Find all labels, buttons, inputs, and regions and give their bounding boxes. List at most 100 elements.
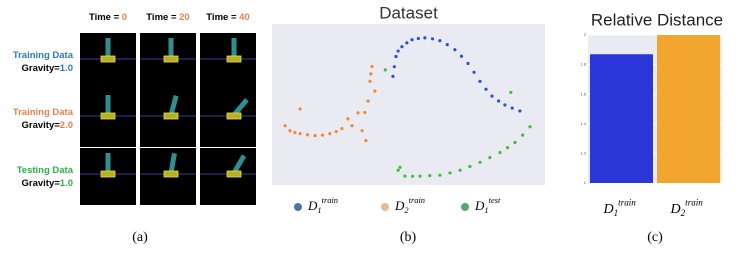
row-label: Testing Data: [17, 165, 74, 176]
point: [458, 168, 462, 172]
text-span: D: [603, 202, 614, 217]
text-span: Time =: [146, 12, 179, 23]
point: [459, 54, 464, 58]
chart-title: Dataset: [379, 3, 438, 22]
point: [298, 107, 302, 111]
math-label: D1train: [603, 198, 637, 219]
point: [396, 168, 400, 172]
pole: [168, 152, 177, 174]
pole: [105, 95, 111, 115]
text-span: 40: [239, 12, 250, 23]
y-tick-label: 1.2: [580, 150, 586, 155]
point: [373, 89, 377, 93]
bar: [590, 54, 653, 183]
point: [498, 150, 502, 155]
point: [445, 43, 449, 47]
row-label: Training Data: [13, 107, 74, 118]
point: [320, 133, 325, 137]
panel-caption: (b): [400, 230, 417, 245]
point: [503, 103, 507, 107]
text-span: train: [618, 198, 636, 208]
text-span: D: [307, 198, 318, 213]
point: [478, 160, 482, 164]
math-label: D2train: [670, 198, 704, 219]
column-header: Time = 20: [146, 12, 189, 23]
point: [334, 129, 338, 134]
cart: [226, 55, 242, 63]
point: [305, 133, 310, 137]
cart: [226, 170, 242, 178]
cart: [226, 112, 242, 120]
point: [423, 36, 427, 40]
point: [391, 74, 395, 78]
y-tick-label: 1: [584, 180, 587, 185]
point: [366, 99, 370, 103]
math-label: D1test: [474, 195, 501, 215]
text-span: train: [409, 195, 425, 205]
pole: [231, 38, 237, 58]
row-label: Training Data: [13, 50, 74, 61]
row-label: Gravity=1.0: [21, 63, 73, 74]
point: [430, 37, 435, 41]
text-span: Training Data: [13, 50, 74, 61]
point: [283, 124, 287, 128]
text-span: 20: [179, 12, 190, 23]
cart: [163, 112, 179, 120]
point: [468, 164, 472, 169]
text-span: Testing Data: [17, 165, 74, 176]
text-span: train: [322, 195, 338, 205]
point: [418, 174, 422, 178]
point: [428, 174, 432, 178]
text-span: 2: [404, 205, 409, 215]
point: [364, 138, 368, 143]
point: [448, 171, 452, 175]
point: [478, 79, 482, 83]
text-span: Gravity=: [21, 120, 60, 131]
point: [350, 124, 354, 128]
panel-caption: (a): [132, 230, 148, 245]
column-header: Time = 0: [89, 12, 127, 23]
text-span: D: [474, 198, 485, 213]
point: [403, 174, 407, 178]
point: [521, 133, 525, 137]
point: [410, 38, 414, 42]
point: [370, 64, 374, 69]
point: [528, 125, 532, 129]
point: [510, 106, 514, 110]
point: [466, 61, 470, 66]
point: [360, 129, 364, 133]
text-span: 1: [317, 205, 321, 215]
plot-background: [272, 24, 545, 185]
point: [288, 129, 292, 133]
text-span: Time =: [206, 12, 239, 23]
math-label: D1train: [307, 195, 338, 215]
point: [518, 109, 522, 113]
legend-marker: [294, 203, 302, 211]
point: [356, 111, 360, 115]
pole: [231, 154, 247, 175]
y-tick-label: 1.8: [580, 62, 586, 67]
pole: [105, 38, 111, 58]
text-span: 2.0: [60, 120, 73, 131]
cart: [163, 55, 179, 63]
point: [328, 132, 332, 136]
cart: [100, 55, 116, 63]
point: [392, 65, 396, 69]
point: [488, 156, 492, 160]
bar: [657, 35, 720, 183]
point: [490, 94, 494, 98]
point: [438, 39, 442, 43]
point: [396, 49, 400, 53]
column-header: Time = 40: [206, 12, 249, 23]
text-span: D: [394, 198, 405, 213]
pole: [168, 38, 174, 58]
text-span: Time =: [89, 12, 122, 23]
text-span: Gravity=: [21, 178, 60, 189]
text-span: 0: [122, 12, 127, 23]
y-tick-label: 1.6: [580, 91, 586, 96]
text-span: Training Data: [13, 107, 74, 118]
cart: [100, 170, 116, 178]
point: [496, 99, 501, 103]
legend-marker: [461, 203, 469, 211]
